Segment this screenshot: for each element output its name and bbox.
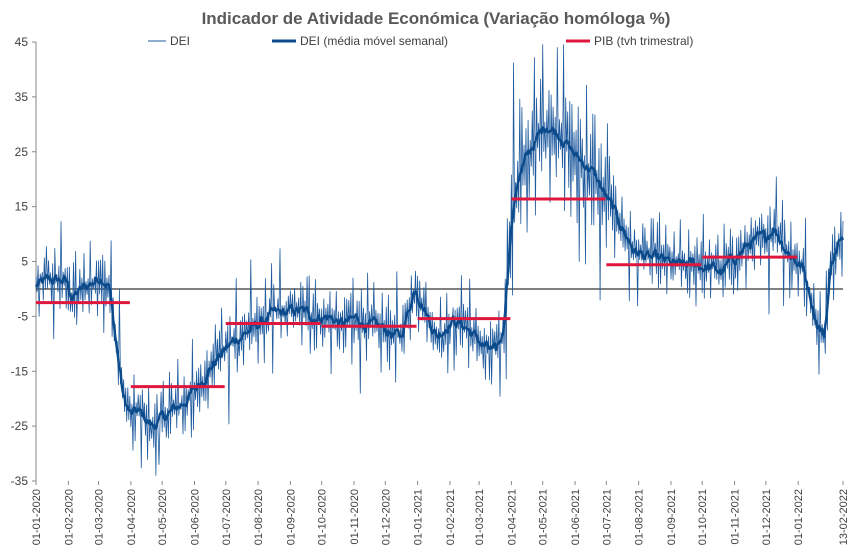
dei-daily-series [35, 44, 844, 476]
x-tick-label: 01-02-2020 [63, 489, 75, 545]
x-tick-label: 01-08-2021 [634, 489, 646, 545]
y-tick-label: -5 [17, 309, 28, 323]
y-tick-label: 45 [15, 35, 29, 49]
y-axis-ticks: 45 35 25 15 5 -5 -15 -25 -35 [11, 35, 36, 488]
x-tick-label: 01-05-2021 [538, 489, 550, 545]
y-tick-label: -15 [11, 364, 29, 378]
x-tick-label: 01-12-2021 [761, 489, 773, 545]
x-tick-label: 01-06-2020 [189, 489, 201, 545]
x-tick-label: 01-10-2021 [697, 489, 709, 545]
x-tick-label: 01-08-2020 [253, 489, 265, 545]
y-tick-label: 25 [15, 145, 29, 159]
chart-title: Indicador de Atividade Económica (Variaç… [202, 9, 671, 28]
y-tick-label: 15 [15, 200, 29, 214]
x-tick-label: 01-09-2020 [285, 489, 297, 545]
x-tick-label: 13-02-2022 [838, 489, 850, 545]
x-tick-label: 01-06-2021 [570, 489, 582, 545]
x-tick-label: 01-10-2020 [317, 489, 329, 545]
y-tick-label: 35 [15, 90, 29, 104]
y-tick-label: 5 [21, 255, 28, 269]
x-tick-label: 01-01-2021 [413, 489, 425, 545]
x-tick-label: 01-09-2021 [666, 489, 678, 545]
x-tick-label: 01-02-2021 [445, 489, 457, 545]
legend: DEI DEI (média móvel semanal) PIB (tvh t… [148, 34, 693, 48]
x-tick-label: 01-04-2020 [126, 489, 138, 545]
x-tick-label: 01-01-2020 [31, 489, 43, 545]
x-tick-label: 01-07-2020 [221, 489, 233, 545]
x-tick-label: 01-12-2020 [380, 489, 392, 545]
dei-moving-average-line [34, 126, 845, 430]
x-tick-label: 01-07-2021 [601, 489, 613, 545]
x-tick-label: 01-03-2020 [94, 489, 106, 545]
legend-label-dei-ma: DEI (média móvel semanal) [300, 34, 448, 48]
legend-label-dei: DEI [170, 34, 190, 48]
y-tick-label: -25 [11, 419, 29, 433]
x-tick-label: 01-11-2020 [349, 489, 361, 544]
dei-daily-line [35, 44, 844, 476]
x-tick-label: 01-03-2021 [474, 489, 486, 545]
x-tick-label: 01-05-2020 [157, 489, 169, 545]
y-tick-label: -35 [11, 474, 29, 488]
x-tick-label: 01-04-2021 [506, 489, 518, 545]
pib-quarterly-segments [36, 197, 798, 389]
x-tick-label: 01-01-2022 [793, 489, 805, 545]
x-tick-label: 01-11-2021 [730, 489, 742, 544]
legend-label-pib: PIB (tvh trimestral) [594, 34, 693, 48]
x-axis-ticks: 01-01-2020 01-02-2020 01-03-2020 01-04-2020… [31, 481, 850, 545]
dei-ma-series [34, 126, 845, 430]
